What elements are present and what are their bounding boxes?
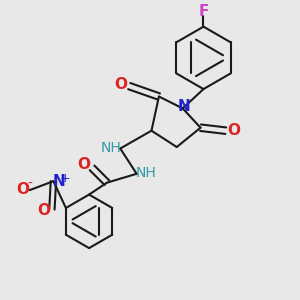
Text: O: O bbox=[114, 77, 128, 92]
Text: -: - bbox=[27, 177, 32, 190]
Text: O: O bbox=[37, 203, 50, 218]
Text: F: F bbox=[198, 4, 209, 19]
Text: N: N bbox=[52, 174, 65, 189]
Text: NH: NH bbox=[136, 166, 157, 180]
Text: NH: NH bbox=[101, 141, 122, 154]
Text: +: + bbox=[60, 172, 70, 185]
Text: O: O bbox=[77, 158, 90, 172]
Text: N: N bbox=[178, 98, 190, 113]
Text: O: O bbox=[228, 123, 241, 138]
Text: O: O bbox=[16, 182, 30, 197]
